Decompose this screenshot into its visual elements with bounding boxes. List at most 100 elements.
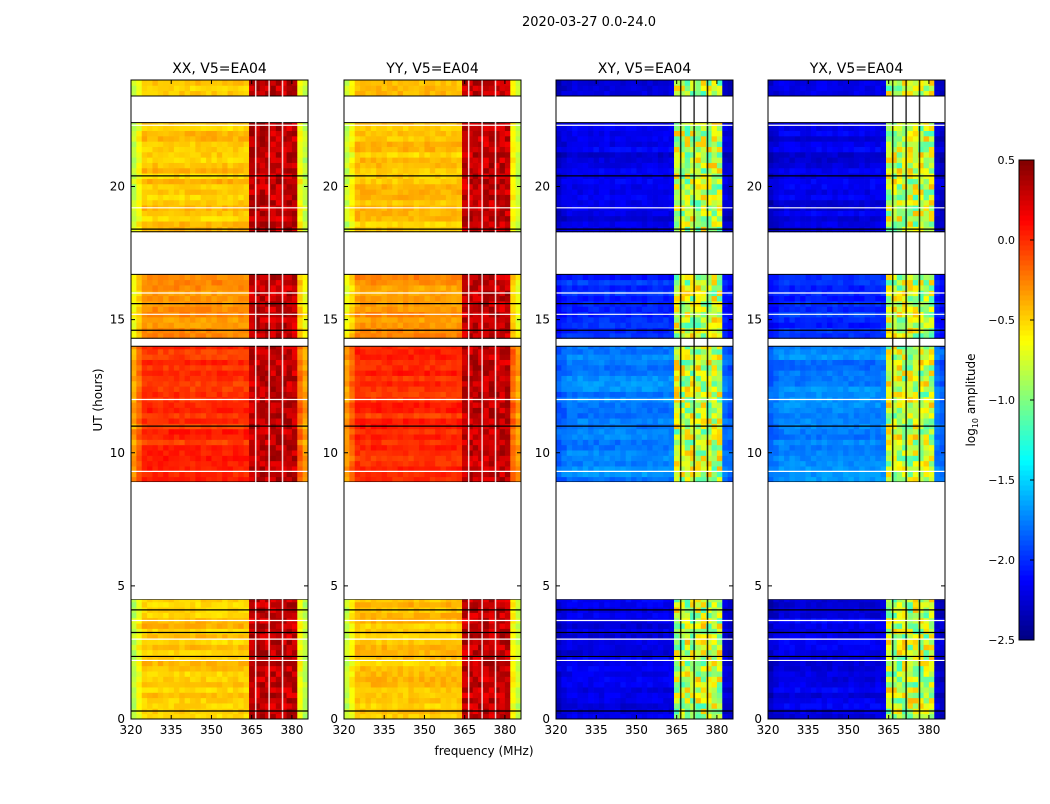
heatmap-cell [441,274,447,280]
heatmap-cell [260,439,266,445]
heatmap-cell [163,666,169,672]
heatmap-cell [147,317,153,323]
heatmap-cell [403,360,409,366]
heatmap-cell [260,296,266,302]
heatmap-cell [147,392,153,398]
heatmap-cell [365,413,371,419]
heatmap-cell [206,687,212,693]
heatmap-cell [190,365,196,371]
heatmap-cell [265,168,271,174]
heatmap-cell [478,376,484,382]
heatmap-cell [403,682,409,688]
heatmap-cell [505,354,511,360]
heatmap-cell [136,650,142,656]
heatmap-cell [446,471,452,477]
heatmap-cell [430,392,436,398]
heatmap-cell [287,296,293,302]
heatmap-cell [473,392,479,398]
heatmap-cell [451,221,457,227]
heatmap-cell [147,445,153,451]
heatmap-cell [473,660,479,666]
heatmap-cell [190,80,196,86]
heatmap-cell [163,471,169,477]
heatmap-cell [238,317,244,323]
heatmap-cell [276,628,282,634]
heatmap-cell [190,602,196,608]
heatmap-cell [147,682,153,688]
heatmap-cell [419,628,425,634]
heatmap-cell [430,349,436,355]
heatmap-cell [179,471,185,477]
heatmap-cell [457,450,463,456]
heatmap-cell [238,392,244,398]
heatmap-cell [355,413,361,419]
heatmap-cell [270,80,276,86]
heatmap-cell [222,613,228,619]
heatmap-cell [136,216,142,222]
heatmap-cell [382,602,388,608]
heatmap-cell [233,392,239,398]
heatmap-cell [222,418,228,424]
heatmap-cell [287,141,293,147]
heatmap-cell [489,445,495,451]
heatmap-cell [489,280,495,286]
heatmap-cell [179,322,185,328]
heatmap-cell [142,429,148,435]
heatmap-cell [287,666,293,672]
heatmap-cell [222,413,228,419]
heatmap-cell [292,639,298,645]
heatmap-cell [131,349,137,355]
heatmap-cell [430,439,436,445]
heatmap-cell [270,434,276,440]
heatmap-cell [158,413,164,419]
heatmap-cell [292,365,298,371]
heatmap-cell [382,698,388,704]
heatmap-cell [174,402,180,408]
heatmap-cell [408,602,414,608]
heatmap-cell [419,650,425,656]
heatmap-cell [424,402,430,408]
heatmap-cell [344,461,350,467]
heatmap-cell [163,131,169,137]
heatmap-cell [430,221,436,227]
heatmap-cell [430,639,436,645]
heatmap-cell [201,413,207,419]
heatmap-cell [414,317,420,323]
heatmap-cell [371,602,377,608]
heatmap-cell [244,644,250,650]
heatmap-cell [435,376,441,382]
heatmap-cell [174,221,180,227]
heatmap-cell [489,386,495,392]
heatmap-cell [190,471,196,477]
heatmap-cell [131,682,137,688]
heatmap-cell [446,639,452,645]
heatmap-cell [424,613,430,619]
heatmap-cell [228,80,234,86]
heatmap-cell [478,360,484,366]
heatmap-cell [419,692,425,698]
heatmap-cell [510,386,516,392]
heatmap-cell [297,407,303,413]
heatmap-cell [276,650,282,656]
heatmap-cell [163,461,169,467]
heatmap-cell [344,439,350,445]
heatmap-cell [408,386,414,392]
heatmap-cell [147,274,153,280]
heatmap-cell [355,402,361,408]
heatmap-cell [201,141,207,147]
heatmap-cell [185,682,191,688]
heatmap-cell [147,200,153,206]
heatmap-cell [292,407,298,413]
heatmap-cell [505,285,511,291]
heatmap-cell [158,439,164,445]
heatmap-cell [244,676,250,682]
heatmap-cell [371,698,377,704]
heatmap-cell [158,194,164,200]
heatmap-cell [136,189,142,195]
heatmap-cell [414,381,420,387]
heatmap-cell [233,216,239,222]
heatmap-cell [190,418,196,424]
heatmap-cell [414,285,420,291]
heatmap-cell [244,402,250,408]
heatmap-cell [249,168,255,174]
